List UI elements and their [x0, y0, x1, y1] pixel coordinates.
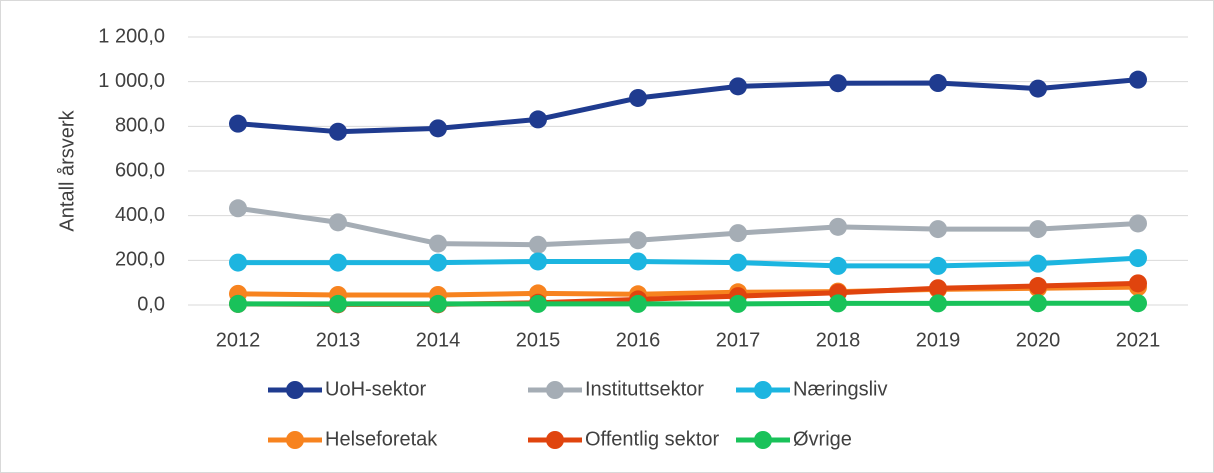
legend-label: Helseforetak	[325, 428, 438, 450]
data-point	[1129, 249, 1147, 268]
data-point	[1129, 70, 1147, 89]
data-point	[1129, 294, 1147, 313]
data-point	[329, 253, 347, 272]
data-point	[929, 74, 947, 93]
y-tick-label: 400,0	[115, 204, 165, 226]
series-line	[237, 205, 1139, 248]
data-point	[829, 256, 847, 275]
y-tick-label: 800,0	[115, 115, 165, 137]
x-tick-label: 2018	[816, 329, 861, 351]
data-point	[229, 294, 247, 313]
legend-marker	[546, 431, 564, 449]
x-tick-label: 2015	[516, 329, 561, 351]
y-tick-label: 0,0	[137, 293, 165, 315]
y-axis-label: Antall årsverk	[56, 109, 78, 231]
y-tick-label: 1 200,0	[98, 25, 165, 47]
data-point	[829, 74, 847, 93]
data-point	[1029, 294, 1047, 313]
legend-label: Øvrige	[793, 428, 852, 450]
legend-label: UoH-sektor	[325, 378, 426, 400]
data-point	[429, 234, 447, 253]
data-point	[829, 217, 847, 236]
legend-label: Instituttsektor	[585, 378, 704, 400]
data-point	[1029, 79, 1047, 98]
legend-marker	[754, 431, 772, 449]
y-tick-label: 600,0	[115, 159, 165, 181]
x-tick-label: 2020	[1016, 329, 1061, 351]
data-point	[629, 88, 647, 107]
x-tick-label: 2013	[316, 329, 361, 351]
series-line	[238, 300, 1138, 307]
x-tick-label: 2014	[416, 329, 461, 351]
x-tick-label: 2016	[616, 329, 661, 351]
data-point	[1029, 277, 1047, 296]
legend-label: Næringsliv	[793, 378, 887, 400]
data-point	[1129, 274, 1147, 293]
series-line	[238, 255, 1139, 269]
y-tick-label: 200,0	[115, 249, 165, 271]
data-point	[229, 114, 247, 133]
legend-marker	[286, 381, 304, 399]
data-point	[529, 235, 547, 254]
data-point	[1029, 220, 1047, 239]
data-point	[429, 253, 447, 272]
x-tick-label: 2019	[916, 329, 961, 351]
data-point	[1029, 254, 1047, 273]
x-tick-label: 2012	[216, 329, 261, 351]
data-point	[729, 224, 747, 243]
data-point	[1129, 214, 1147, 233]
x-tick-label: 2017	[716, 329, 761, 351]
data-point	[529, 252, 547, 271]
data-point	[929, 256, 947, 275]
data-point	[429, 119, 447, 138]
y-tick-label: 1 000,0	[98, 70, 165, 92]
data-point	[529, 110, 547, 129]
data-point	[329, 294, 347, 313]
data-point	[729, 294, 747, 313]
legend-marker	[754, 381, 772, 399]
data-point	[929, 279, 947, 298]
series-line	[237, 77, 1139, 135]
data-point	[429, 294, 447, 313]
x-tick-label: 2021	[1116, 329, 1161, 351]
data-point	[229, 199, 247, 218]
data-point	[629, 252, 647, 271]
data-point	[929, 294, 947, 313]
data-point	[629, 231, 647, 250]
data-point	[929, 220, 947, 239]
legend-marker	[546, 381, 564, 399]
data-point	[529, 294, 547, 313]
data-point	[329, 213, 347, 232]
data-point	[629, 294, 647, 313]
legend-marker	[286, 431, 304, 449]
legend-label: Offentlig sektor	[585, 428, 719, 450]
data-point	[229, 253, 247, 272]
data-point	[729, 77, 747, 96]
data-point	[729, 253, 747, 272]
data-point	[829, 294, 847, 313]
data-point	[329, 122, 347, 141]
